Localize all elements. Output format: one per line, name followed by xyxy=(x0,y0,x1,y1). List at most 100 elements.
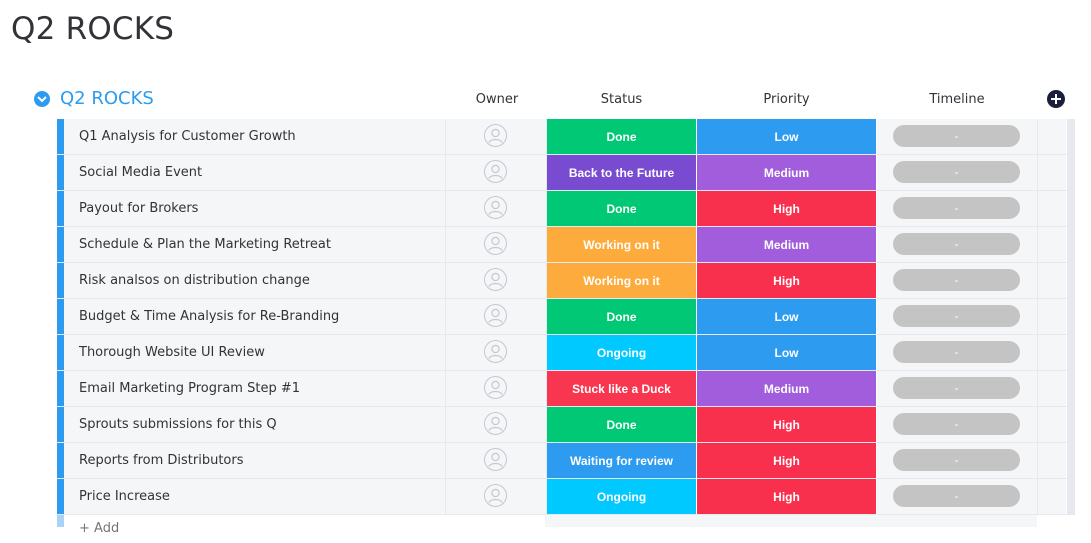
item-name-cell[interactable]: Schedule & Plan the Marketing Retreat xyxy=(64,227,446,262)
item-name-cell[interactable]: Social Media Event xyxy=(64,155,446,190)
owner-cell[interactable] xyxy=(446,155,547,190)
status-label[interactable]: Working on it xyxy=(547,263,696,298)
avatar-placeholder-icon[interactable] xyxy=(484,232,507,255)
item-name[interactable]: Payout for Brokers xyxy=(79,201,199,216)
item-name-cell[interactable]: Payout for Brokers xyxy=(64,191,446,226)
timeline-pill[interactable]: - xyxy=(893,485,1020,507)
timeline-pill[interactable]: - xyxy=(893,233,1020,255)
item-name-cell[interactable]: Email Marketing Program Step #1 xyxy=(64,371,446,406)
timeline-cell[interactable]: - xyxy=(877,155,1038,190)
status-label[interactable]: Stuck like a Duck xyxy=(547,371,696,406)
status-label[interactable]: Done xyxy=(547,119,696,154)
avatar-placeholder-icon[interactable] xyxy=(484,484,507,507)
timeline-cell[interactable]: - xyxy=(877,371,1038,406)
timeline-pill[interactable]: - xyxy=(893,377,1020,399)
owner-cell[interactable] xyxy=(446,299,547,334)
item-name[interactable]: Email Marketing Program Step #1 xyxy=(79,381,300,396)
item-name[interactable]: Risk analsos on distribution change xyxy=(79,273,310,288)
timeline-cell[interactable]: - xyxy=(877,191,1038,226)
owner-cell[interactable] xyxy=(446,371,547,406)
status-label[interactable]: Waiting for review xyxy=(547,443,696,478)
item-name[interactable]: Sprouts submissions for this Q xyxy=(79,417,277,432)
item-name[interactable]: Thorough Website UI Review xyxy=(79,345,265,360)
timeline-pill[interactable]: - xyxy=(893,269,1020,291)
item-name[interactable]: Q1 Analysis for Customer Growth xyxy=(79,129,296,144)
item-name[interactable]: Price Increase xyxy=(79,489,170,504)
item-name[interactable]: Schedule & Plan the Marketing Retreat xyxy=(79,237,331,252)
item-name[interactable]: Social Media Event xyxy=(79,165,203,180)
priority-label[interactable]: High xyxy=(697,263,876,298)
item-name[interactable]: Budget & Time Analysis for Re-Branding xyxy=(79,309,340,324)
item-name-cell[interactable]: Risk analsos on distribution change xyxy=(64,263,446,298)
status-label[interactable]: Done xyxy=(547,407,696,442)
column-header-status[interactable]: Status xyxy=(600,92,643,107)
status-label[interactable]: Back to the Future xyxy=(547,155,696,190)
timeline-pill[interactable]: - xyxy=(893,305,1020,327)
priority-label[interactable]: Low xyxy=(697,335,876,370)
priority-label[interactable]: Medium xyxy=(697,155,876,190)
priority-label[interactable]: High xyxy=(697,443,876,478)
timeline-pill[interactable]: - xyxy=(893,341,1020,363)
timeline-cell[interactable]: - xyxy=(877,479,1038,514)
avatar-placeholder-icon[interactable] xyxy=(484,376,507,399)
item-name-cell[interactable]: Sprouts submissions for this Q xyxy=(64,407,446,442)
item-name-cell[interactable]: Thorough Website UI Review xyxy=(64,335,446,370)
item-name-cell[interactable]: Q1 Analysis for Customer Growth xyxy=(64,119,446,154)
timeline-cell[interactable]: - xyxy=(877,443,1038,478)
timeline-pill[interactable]: - xyxy=(893,161,1020,183)
timeline-cell[interactable]: - xyxy=(877,263,1038,298)
group-title[interactable]: Q2 ROCKS xyxy=(60,88,154,109)
avatar-placeholder-icon[interactable] xyxy=(484,124,507,147)
item-name-cell[interactable]: Reports from Distributors xyxy=(64,443,446,478)
item-name-cell[interactable]: Budget & Time Analysis for Re-Branding xyxy=(64,299,446,334)
avatar-placeholder-icon[interactable] xyxy=(484,304,507,327)
timeline-cell[interactable]: - xyxy=(877,407,1038,442)
chevron-down-icon[interactable] xyxy=(34,91,50,107)
owner-cell[interactable] xyxy=(446,119,547,154)
priority-label[interactable]: High xyxy=(697,407,876,442)
owner-cell[interactable] xyxy=(446,335,547,370)
owner-cell[interactable] xyxy=(446,479,547,514)
status-label[interactable]: Done xyxy=(547,299,696,334)
column-header-owner[interactable]: Owner xyxy=(475,92,519,107)
avatar-placeholder-icon[interactable] xyxy=(484,196,507,219)
status-label[interactable]: Working on it xyxy=(547,227,696,262)
timeline-pill[interactable]: - xyxy=(893,197,1020,219)
avatar-placeholder-icon[interactable] xyxy=(484,340,507,363)
timeline-pill[interactable]: - xyxy=(893,125,1020,147)
timeline-cell[interactable]: - xyxy=(877,299,1038,334)
timeline-cell[interactable]: - xyxy=(877,119,1038,154)
empty-cell xyxy=(1038,263,1066,298)
priority-label[interactable]: High xyxy=(697,479,876,514)
table-row: Payout for Brokers Done High - xyxy=(57,191,1075,227)
priority-label[interactable]: Medium xyxy=(697,371,876,406)
owner-cell[interactable] xyxy=(446,407,547,442)
timeline-cell[interactable]: - xyxy=(877,227,1038,262)
owner-cell[interactable] xyxy=(446,443,547,478)
add-item-input[interactable] xyxy=(79,521,379,535)
avatar-placeholder-icon[interactable] xyxy=(484,160,507,183)
timeline-pill[interactable]: - xyxy=(893,413,1020,435)
priority-label[interactable]: Medium xyxy=(697,227,876,262)
timeline-cell[interactable]: - xyxy=(877,335,1038,370)
empty-cell xyxy=(1038,407,1066,442)
timeline-pill[interactable]: - xyxy=(893,449,1020,471)
status-label[interactable]: Ongoing xyxy=(547,479,696,514)
column-header-timeline[interactable]: Timeline xyxy=(929,92,985,107)
priority-label[interactable]: High xyxy=(697,191,876,226)
avatar-placeholder-icon[interactable] xyxy=(484,448,507,471)
column-header-priority[interactable]: Priority xyxy=(763,92,810,107)
owner-cell[interactable] xyxy=(446,263,547,298)
status-label[interactable]: Ongoing xyxy=(547,335,696,370)
avatar-placeholder-icon[interactable] xyxy=(484,268,507,291)
item-name[interactable]: Reports from Distributors xyxy=(79,453,244,468)
priority-label[interactable]: Low xyxy=(697,299,876,334)
group-color-strip xyxy=(57,191,64,226)
avatar-placeholder-icon[interactable] xyxy=(484,412,507,435)
item-name-cell[interactable]: Price Increase xyxy=(64,479,446,514)
status-label[interactable]: Done xyxy=(547,191,696,226)
add-column-icon[interactable] xyxy=(1047,90,1065,108)
owner-cell[interactable] xyxy=(446,191,547,226)
owner-cell[interactable] xyxy=(446,227,547,262)
priority-label[interactable]: Low xyxy=(697,119,876,154)
